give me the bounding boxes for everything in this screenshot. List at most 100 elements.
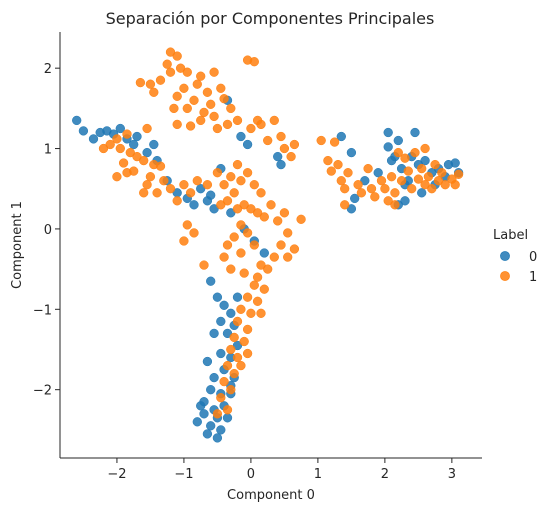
x-tick-label: 2 — [381, 467, 389, 482]
point-label-1 — [112, 134, 122, 144]
point-label-1 — [185, 188, 196, 198]
point-label-0 — [78, 126, 89, 136]
point-label-1 — [420, 143, 430, 154]
point-label-1 — [453, 169, 464, 179]
point-label-1 — [450, 180, 460, 190]
point-label-1 — [249, 180, 259, 190]
point-label-1 — [115, 143, 125, 154]
point-label-1 — [226, 344, 236, 355]
point-label-0 — [259, 248, 269, 258]
point-label-1 — [296, 214, 306, 224]
point-label-1 — [252, 208, 263, 218]
point-label-1 — [212, 409, 223, 419]
point-label-1 — [172, 196, 182, 206]
point-label-0 — [242, 139, 253, 150]
point-label-1 — [236, 248, 246, 258]
point-label-1 — [185, 121, 196, 131]
point-label-0 — [400, 196, 410, 206]
point-label-0 — [216, 348, 226, 359]
point-label-1 — [437, 168, 447, 178]
point-label-1 — [222, 360, 233, 371]
x-tick-label: −2 — [107, 467, 126, 482]
point-label-1 — [226, 172, 236, 182]
point-label-1 — [222, 119, 233, 130]
point-label-1 — [383, 196, 393, 206]
point-label-0 — [206, 421, 216, 431]
point-label-1 — [199, 107, 209, 118]
point-label-1 — [242, 168, 253, 178]
point-label-1 — [263, 135, 273, 146]
point-label-0 — [209, 372, 219, 383]
point-label-1 — [410, 147, 420, 158]
point-label-1 — [283, 252, 293, 262]
point-label-0 — [346, 147, 357, 158]
point-label-1 — [182, 220, 192, 230]
x-axis-title: Component 0 — [227, 488, 315, 503]
point-label-1 — [242, 324, 253, 335]
point-label-1 — [212, 168, 223, 178]
point-label-1 — [336, 176, 346, 186]
point-label-1 — [179, 83, 189, 93]
point-label-1 — [236, 360, 246, 371]
point-label-0 — [232, 292, 243, 302]
point-label-1 — [417, 163, 427, 174]
point-label-0 — [199, 409, 209, 419]
point-label-1 — [229, 368, 239, 379]
point-label-0 — [393, 135, 403, 146]
point-label-1 — [216, 393, 226, 403]
point-label-1 — [189, 95, 199, 105]
point-label-1 — [390, 188, 400, 198]
x-tick-label: −1 — [174, 467, 193, 482]
point-label-1 — [232, 316, 243, 327]
point-label-1 — [162, 59, 172, 69]
point-label-0 — [417, 188, 427, 198]
point-label-1 — [155, 75, 166, 85]
point-label-1 — [276, 240, 286, 250]
point-label-1 — [430, 159, 440, 170]
point-label-1 — [122, 129, 132, 139]
x-tick-label: 3 — [448, 467, 456, 482]
point-label-1 — [169, 103, 179, 114]
point-label-1 — [259, 284, 269, 294]
point-label-0 — [276, 159, 286, 170]
point-label-0 — [192, 417, 202, 427]
point-label-0 — [206, 276, 216, 286]
point-label-1 — [380, 184, 390, 194]
point-label-0 — [202, 196, 213, 206]
point-label-1 — [139, 155, 149, 166]
point-label-1 — [189, 228, 199, 238]
point-label-1 — [333, 159, 343, 170]
point-label-1 — [236, 176, 246, 186]
point-label-1 — [242, 348, 253, 359]
point-label-1 — [172, 91, 182, 101]
point-label-0 — [202, 429, 213, 439]
y-tick-label: −1 — [33, 303, 52, 318]
point-label-1 — [196, 115, 206, 126]
point-label-1 — [249, 280, 259, 290]
point-label-1 — [216, 200, 226, 210]
point-label-1 — [219, 94, 229, 104]
point-label-0 — [132, 131, 142, 142]
point-label-1 — [400, 153, 410, 163]
point-label-1 — [289, 139, 300, 150]
point-label-1 — [135, 77, 146, 88]
point-label-1 — [279, 143, 290, 154]
point-label-1 — [329, 137, 340, 147]
point-label-0 — [72, 115, 82, 126]
point-label-0 — [129, 139, 139, 150]
point-label-1 — [276, 131, 286, 142]
point-label-1 — [199, 260, 209, 270]
point-label-0 — [115, 123, 125, 134]
point-label-0 — [373, 168, 383, 178]
point-label-0 — [273, 151, 283, 162]
point-label-1 — [232, 159, 243, 170]
point-label-1 — [256, 119, 266, 130]
point-label-1 — [236, 220, 246, 230]
point-label-0 — [219, 300, 229, 310]
point-label-1 — [343, 168, 353, 178]
point-label-1 — [356, 188, 367, 198]
point-label-1 — [229, 232, 239, 242]
legend-label-1: 1 — [529, 270, 537, 285]
point-label-1 — [192, 79, 202, 89]
